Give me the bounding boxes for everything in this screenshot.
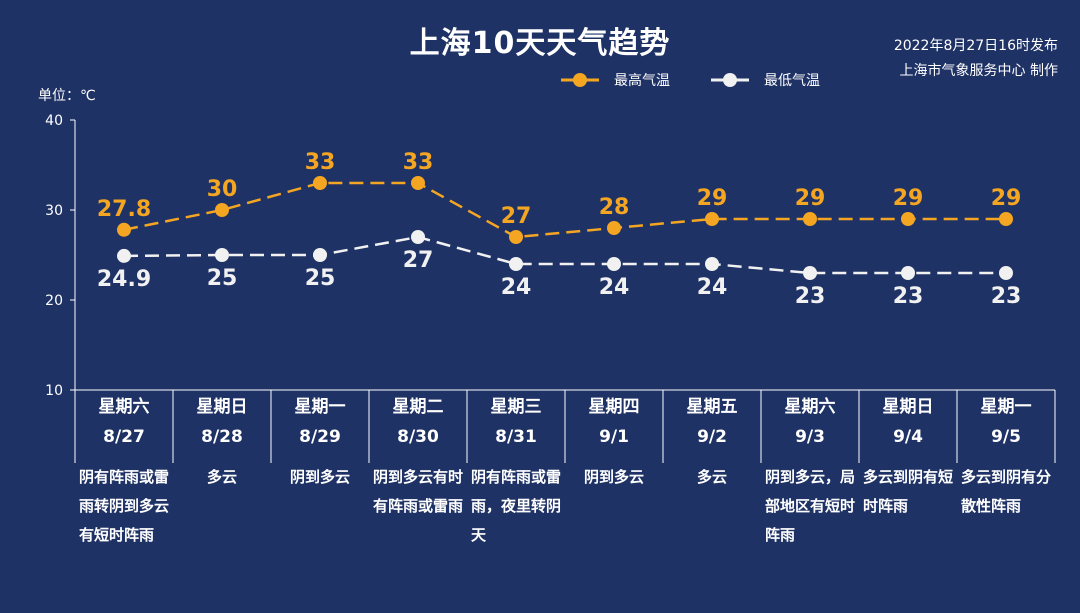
weekday: 星期三 <box>490 397 542 417</box>
date: 9/3 <box>795 427 825 447</box>
max-temp-label: 33 <box>403 150 434 175</box>
date: 9/5 <box>991 427 1021 447</box>
y-tick-label: 40 <box>45 113 63 129</box>
min-temp-point <box>803 266 817 280</box>
max-temp-point <box>607 221 621 235</box>
min-temp-label: 23 <box>795 284 826 309</box>
max-temp-label: 29 <box>893 186 924 211</box>
day-header: 星期日 8/28 <box>173 392 271 452</box>
max-temp-point <box>901 212 915 226</box>
weather-description: 多云到阴有分散性阵雨 <box>961 468 1052 515</box>
day-header: 星期一 9/5 <box>957 392 1055 452</box>
max-temp-label: 30 <box>207 177 238 202</box>
min-temp-point <box>705 257 719 271</box>
weekday: 星期五 <box>686 397 738 417</box>
max-temp-label: 28 <box>599 195 630 220</box>
y-tick-label: 20 <box>45 293 63 309</box>
max-temp-label: 29 <box>991 186 1022 211</box>
min-temp-point <box>215 248 229 262</box>
date: 8/27 <box>103 427 145 447</box>
weather-description: 阴到多云，局部地区有短时阵雨 <box>765 468 856 544</box>
min-temp-label: 23 <box>893 284 924 309</box>
weekday: 星期一 <box>980 397 1032 417</box>
weekday: 星期日 <box>196 397 248 417</box>
day-header: 星期四 9/1 <box>565 392 663 452</box>
max-temp-point <box>803 212 817 226</box>
issue-info: 2022年8月27日16时发布 上海市气象服务中心 制作 <box>894 34 1058 84</box>
min-temp-line <box>123 235 1006 275</box>
issue-time: 2022年8月27日16时发布 <box>893 38 1058 54</box>
day-header: 星期五 9/2 <box>663 392 761 452</box>
date: 8/28 <box>201 427 243 447</box>
y-tick-label: 10 <box>45 383 63 399</box>
day-header: 星期六 9/3 <box>761 392 859 452</box>
max-temp-point <box>999 212 1013 226</box>
max-temp-line <box>123 181 1006 239</box>
weather-description: 阴有阵雨或雷雨，夜里转阴天 <box>471 468 562 544</box>
issuer: 上海市气象服务中心 制作 <box>899 63 1058 79</box>
weekday: 星期二 <box>392 397 444 417</box>
weekday: 星期六 <box>98 397 150 417</box>
min-temp-point <box>509 257 523 271</box>
date: 9/4 <box>893 427 923 447</box>
max-temp-point <box>509 230 523 244</box>
min-temp-label: 23 <box>991 284 1022 309</box>
max-temp-label: 29 <box>795 186 826 211</box>
chart-title: 上海10天天气趋势 <box>409 26 671 61</box>
max-temp-point <box>313 176 327 190</box>
unit-label: 单位：℃ <box>38 88 96 104</box>
max-temp-point <box>215 203 229 217</box>
legend-min-label: 最低气温 <box>764 73 820 89</box>
day-header: 星期六 8/27 <box>75 392 173 452</box>
weekday: 星期一 <box>294 397 346 417</box>
day-header: 星期日 9/4 <box>859 392 957 452</box>
min-temp-point <box>117 248 131 263</box>
date: 8/30 <box>397 427 439 447</box>
min-temp-label: 25 <box>207 266 238 291</box>
max-temp-point <box>117 222 131 237</box>
date: 9/2 <box>697 427 727 447</box>
min-temp-label: 25 <box>305 266 336 291</box>
weekday: 星期日 <box>882 397 934 417</box>
min-temp-point <box>607 257 621 271</box>
max-temp-point <box>411 176 425 190</box>
weather-description: 多云 <box>206 468 237 486</box>
weather-description: 多云到阴有短时阵雨 <box>863 468 954 515</box>
min-temp-point <box>901 266 915 280</box>
series: 27.8 30 33 33 27 28 29 29 29 29 24.9 25 25 27 24 24 24 23… <box>97 150 1021 309</box>
min-temp-label: 24.9 <box>97 267 151 292</box>
max-temp-point <box>705 212 719 226</box>
min-temp-point <box>999 266 1013 280</box>
date: 8/31 <box>495 427 537 447</box>
weather-description: 阴到多云有时有阵雨或雷雨 <box>373 468 464 515</box>
weekday: 星期四 <box>588 397 640 417</box>
legend-max-label: 最高气温 <box>614 72 670 89</box>
date: 9/1 <box>599 427 629 447</box>
min-temp-label: 24 <box>697 275 728 300</box>
max-temp-label: 29 <box>697 186 728 211</box>
weekday: 星期六 <box>784 397 836 417</box>
weather-description: 阴有阵雨或雷雨转阴到多云有短时阵雨 <box>79 468 170 544</box>
day-header: 星期一 8/29 <box>271 392 369 452</box>
legend-max-marker <box>573 73 587 87</box>
legend-min-marker <box>723 73 737 87</box>
min-temp-label: 27 <box>403 248 434 273</box>
min-temp-point <box>411 230 425 244</box>
y-tick-label: 30 <box>45 203 63 219</box>
date: 8/29 <box>299 427 341 447</box>
max-temp-label: 33 <box>305 150 336 175</box>
weather-description: 多云 <box>696 468 727 486</box>
weather-description: 阴到多云 <box>583 468 644 486</box>
weather-description: 阴到多云 <box>289 468 350 486</box>
min-temp-label: 24 <box>501 275 532 300</box>
day-header: 星期三 8/31 <box>467 392 565 452</box>
day-header: 星期二 8/30 <box>369 392 467 452</box>
min-temp-label: 24 <box>599 275 630 300</box>
max-temp-label: 27.8 <box>97 197 151 222</box>
axes: 10 20 30 40 <box>45 113 1056 463</box>
min-temp-point <box>313 248 327 262</box>
legend: 最高气温 最低气温 <box>561 72 820 89</box>
max-temp-label: 27 <box>501 204 532 229</box>
